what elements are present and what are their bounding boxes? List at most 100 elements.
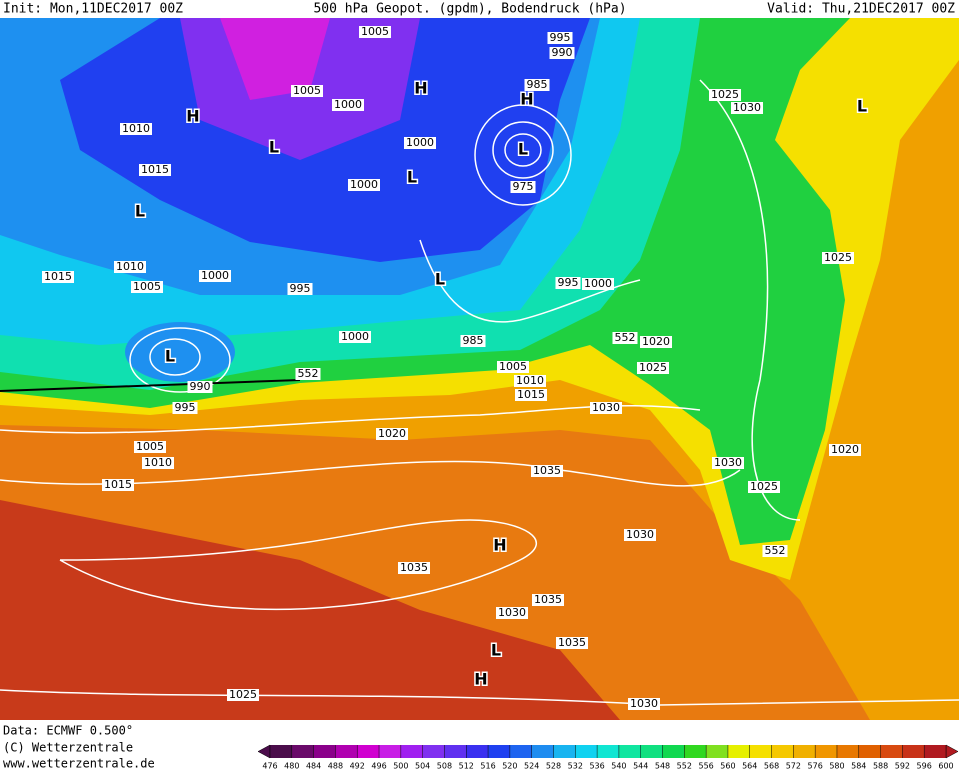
colorbar-swatch bbox=[291, 745, 314, 758]
colorbar-tick-label: 484 bbox=[306, 762, 321, 770]
isobar-label: 1035 bbox=[534, 593, 562, 606]
colorbar-swatch bbox=[793, 745, 816, 758]
colorbar: 476 480 484 488 492 496 500 504 508 512 516 520 524 5… bbox=[257, 744, 959, 770]
pressure-center: L bbox=[518, 140, 528, 159]
isobar-label: 975 bbox=[513, 180, 534, 193]
label-box bbox=[142, 457, 174, 469]
isobar-label: 1025 bbox=[711, 88, 739, 101]
label-box bbox=[120, 123, 152, 135]
label-box bbox=[709, 89, 741, 101]
label-box bbox=[287, 283, 313, 295]
label-box bbox=[42, 271, 74, 283]
isobar-label: 1000 bbox=[350, 178, 378, 191]
label-box bbox=[134, 441, 166, 453]
colorbar-tick-label: 524 bbox=[524, 762, 539, 770]
colorbar-swatch bbox=[509, 745, 532, 758]
colorbar-tick-label: 596 bbox=[917, 762, 932, 770]
colorbar-swatch bbox=[858, 745, 881, 758]
isobar-label: 985 bbox=[463, 334, 484, 347]
colorbar-swatch bbox=[531, 745, 554, 758]
colorbar-tick-label: 584 bbox=[851, 762, 866, 770]
label-box bbox=[515, 389, 547, 401]
label-box bbox=[624, 529, 656, 541]
colorbar-swatch bbox=[902, 745, 925, 758]
isobar-label: 1020 bbox=[831, 443, 859, 456]
colorbar-swatch bbox=[618, 745, 641, 758]
colorbar-swatch bbox=[684, 745, 707, 758]
colorbar-tick-label: 556 bbox=[698, 762, 713, 770]
colorbar-tick-label: 580 bbox=[829, 762, 844, 770]
isobar-label: 1010 bbox=[116, 260, 144, 273]
field bbox=[125, 322, 235, 382]
pressure-center: H bbox=[520, 90, 533, 109]
label-box bbox=[398, 562, 430, 574]
label-box bbox=[547, 32, 573, 44]
colorbar-tick-label: 516 bbox=[480, 762, 495, 770]
label-box bbox=[172, 402, 198, 414]
isobar-label: 552 bbox=[298, 367, 319, 380]
colorbar-tick-label: 588 bbox=[873, 762, 888, 770]
label-box bbox=[531, 465, 563, 477]
colorbar-tick-label: 568 bbox=[764, 762, 779, 770]
isobar-label: 1015 bbox=[517, 388, 545, 401]
pressure-center: H bbox=[493, 536, 506, 555]
label-box bbox=[748, 481, 780, 493]
pressure-center: L bbox=[407, 168, 417, 187]
label-box bbox=[510, 181, 536, 193]
contour-552 bbox=[0, 379, 301, 392]
colorbar-tick-label: 536 bbox=[589, 762, 604, 770]
colorbar-tick-label: 520 bbox=[502, 762, 517, 770]
isobar-label: 990 bbox=[190, 380, 211, 393]
label-box bbox=[555, 277, 581, 289]
colorbar-tick-label: 512 bbox=[459, 762, 474, 770]
label-box bbox=[348, 179, 380, 191]
isobar-label: 1025 bbox=[824, 251, 852, 264]
label-box bbox=[640, 336, 672, 348]
isobar-label: 1030 bbox=[714, 456, 742, 469]
colorbar-tick-label: 508 bbox=[437, 762, 452, 770]
isobar-label: 1005 bbox=[136, 440, 164, 453]
isobar-label: 1000 bbox=[334, 98, 362, 111]
colorbar-tick-label: 504 bbox=[415, 762, 430, 770]
colorbar-swatch bbox=[553, 745, 576, 758]
label-box bbox=[582, 278, 614, 290]
isobar-label: 990 bbox=[552, 46, 573, 59]
label-box bbox=[822, 252, 854, 264]
colorbar-swatch bbox=[335, 745, 358, 758]
pressure-center: L bbox=[269, 138, 279, 157]
label-box bbox=[829, 444, 861, 456]
colorbar-tick-label: 572 bbox=[786, 762, 801, 770]
colorbar-swatch bbox=[662, 745, 685, 758]
init-time: Init: Mon,11DEC2017 00Z bbox=[3, 2, 183, 17]
pressure-center: H bbox=[474, 670, 487, 689]
label-box bbox=[291, 85, 323, 97]
field bbox=[220, 18, 330, 100]
colorbar-tick-label: 480 bbox=[284, 762, 299, 770]
colorbar-tick-label: 528 bbox=[546, 762, 561, 770]
isobar-label: 1030 bbox=[498, 606, 526, 619]
colorbar-tick-label: 576 bbox=[808, 762, 823, 770]
label-box bbox=[612, 332, 638, 344]
url: www.wetterzentrale.de bbox=[3, 757, 155, 770]
isobar-label: 1025 bbox=[229, 688, 257, 701]
map-title: 500 hPa Geopot. (gpdm), Bodendruck (hPa) bbox=[313, 2, 626, 17]
pressure-center: L bbox=[165, 347, 175, 366]
isobar-label: 1035 bbox=[558, 636, 586, 649]
label-box bbox=[590, 402, 622, 414]
label-box bbox=[532, 594, 564, 606]
colorbar-swatch bbox=[597, 745, 619, 758]
isobar-label: 1030 bbox=[630, 697, 658, 710]
label-box bbox=[524, 79, 550, 91]
colorbar-swatch bbox=[422, 745, 445, 758]
colorbar-swatch bbox=[313, 745, 336, 758]
colorbar-tick-label: 548 bbox=[655, 762, 670, 770]
colorbar-tick-label: 500 bbox=[393, 762, 408, 770]
label-box bbox=[139, 164, 171, 176]
colorbar-swatch bbox=[706, 745, 728, 758]
label-box bbox=[496, 607, 528, 619]
isobar-label: 1010 bbox=[144, 456, 172, 469]
isobar-label: 552 bbox=[765, 544, 786, 557]
colorbar-swatch bbox=[836, 745, 859, 758]
label-box bbox=[102, 479, 134, 491]
